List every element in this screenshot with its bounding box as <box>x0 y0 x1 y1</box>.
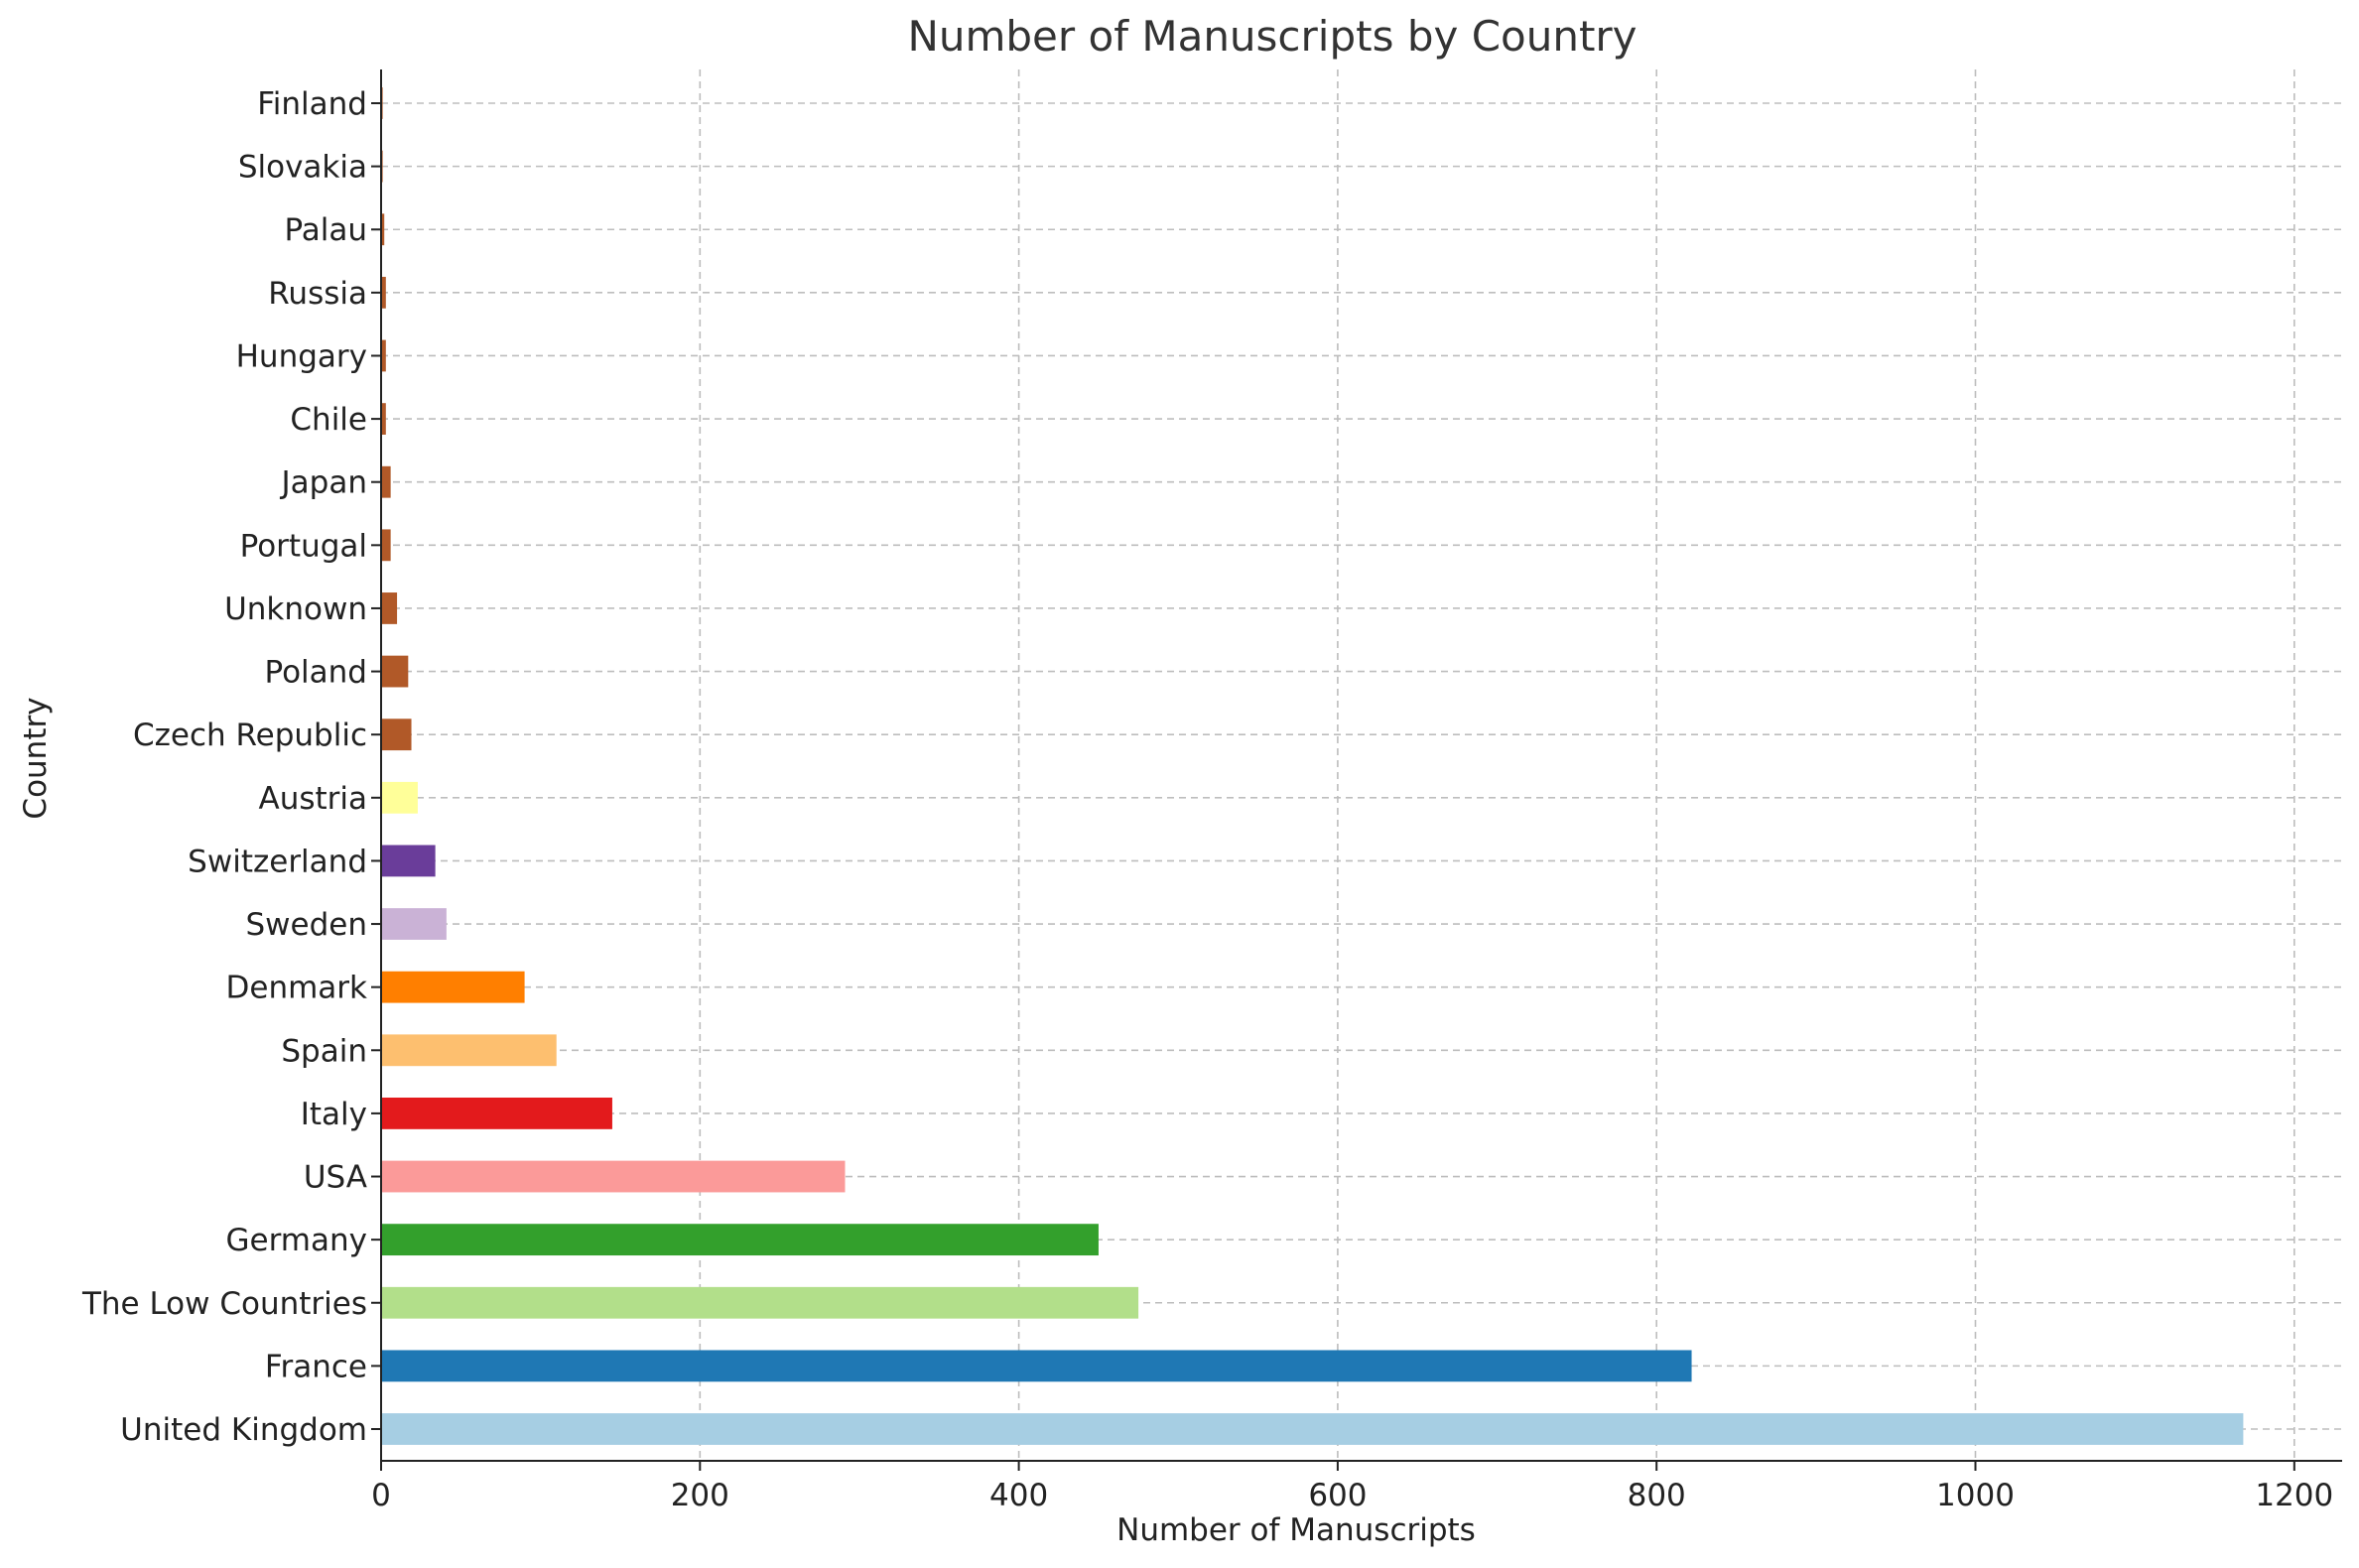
y-tick-label: Poland <box>265 655 368 691</box>
bar <box>381 719 412 751</box>
x-tick-label: 0 <box>371 1478 391 1513</box>
bar <box>381 465 391 498</box>
axes <box>380 69 2342 1462</box>
bar <box>381 1224 1099 1256</box>
y-axis-ticks: United Kingdom France The Low Countries Ger… <box>81 86 381 1448</box>
y-tick-label: Finland <box>257 86 367 122</box>
y-tick-label: United Kingdom <box>120 1412 367 1448</box>
bar <box>381 592 398 624</box>
x-axis-ticks: 0 200 400 600 800 1000 1200 <box>371 1461 2333 1513</box>
y-tick-label: Hungary <box>236 338 367 374</box>
y-tick-label: Unknown <box>224 591 367 627</box>
x-tick-label: 600 <box>1308 1478 1367 1513</box>
y-tick-label: Czech Republic <box>133 718 367 753</box>
bar <box>381 655 409 688</box>
bar <box>381 1350 1692 1382</box>
y-tick-label: The Low Countries <box>81 1286 367 1322</box>
y-tick-label: Spain <box>281 1033 367 1069</box>
bar <box>381 1098 612 1129</box>
x-tick-label: 800 <box>1628 1478 1686 1513</box>
bar <box>381 213 385 246</box>
bar <box>381 1034 557 1067</box>
y-tick-label: Portugal <box>240 528 367 564</box>
bar <box>381 339 386 372</box>
bar <box>381 1160 846 1193</box>
y-tick-label: Austria <box>258 781 367 817</box>
y-tick-label: Denmark <box>226 971 368 1006</box>
y-tick-label: France <box>265 1349 367 1384</box>
y-tick-label: Sweden <box>245 907 367 943</box>
y-tick-label: Chile <box>290 402 367 438</box>
y-tick-label: Slovakia <box>238 150 367 186</box>
y-tick-label: Japan <box>280 465 367 501</box>
x-tick-label: 1000 <box>1936 1478 2015 1513</box>
bar <box>381 971 525 1003</box>
bar <box>381 1413 2244 1445</box>
y-axis-label: Country <box>18 697 54 819</box>
y-tick-label: Russia <box>268 276 367 312</box>
bar <box>381 529 391 562</box>
x-tick-label: 1200 <box>2255 1478 2333 1513</box>
y-tick-label: Italy <box>301 1097 367 1132</box>
bar <box>381 781 418 814</box>
bars <box>381 87 2244 1445</box>
bar <box>381 1286 1139 1319</box>
bar <box>381 276 386 309</box>
x-tick-label: 200 <box>671 1478 729 1513</box>
bar <box>381 403 386 435</box>
y-tick-label: USA <box>304 1160 367 1196</box>
x-axis-label: Number of Manuscripts <box>1116 1512 1476 1548</box>
bar <box>381 845 436 877</box>
bar <box>381 908 447 940</box>
x-tick-label: 400 <box>989 1478 1048 1513</box>
y-tick-label: Germany <box>226 1223 367 1258</box>
y-tick-label: Palau <box>284 212 367 248</box>
y-tick-label: Switzerland <box>188 844 367 879</box>
chart-title: Number of Manuscripts by Country <box>907 12 1637 61</box>
